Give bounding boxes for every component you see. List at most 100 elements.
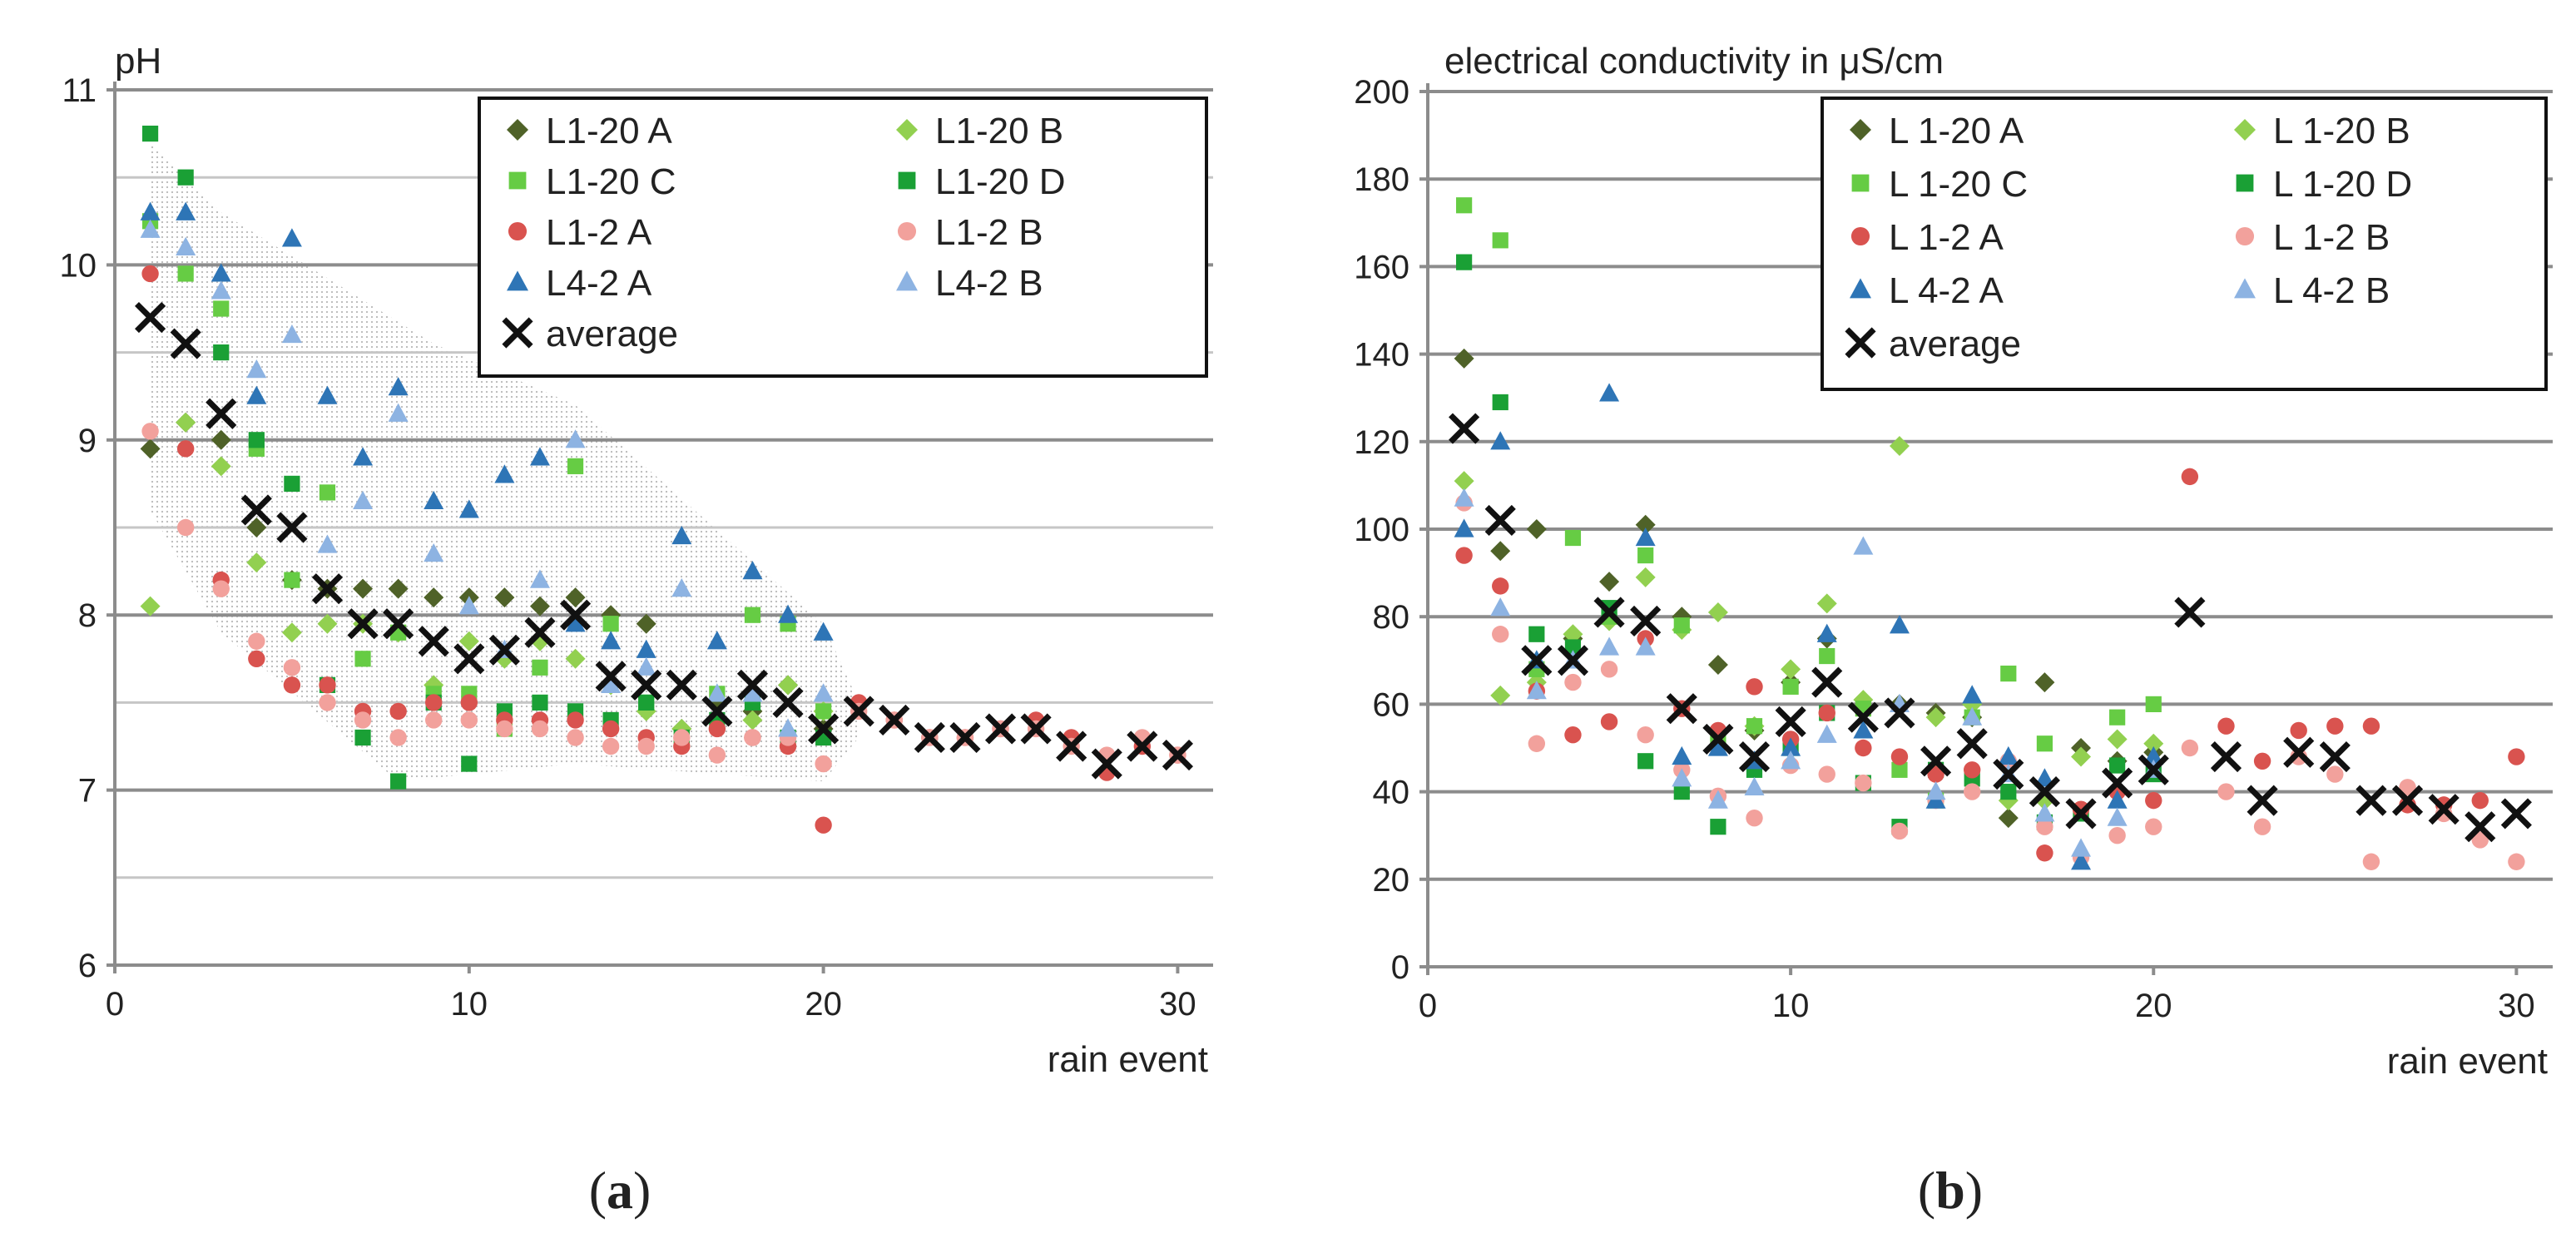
data-point [2109,709,2126,726]
legend-label: average [1889,324,2021,364]
data-point [347,608,379,640]
data-point [1490,597,1511,617]
data-point [1890,748,1909,765]
data-point [1492,577,1509,595]
legend-label: L1-20 C [546,161,676,202]
y-tick-label: 140 [1354,337,1409,374]
legend-marker [1850,278,1871,299]
data-point [2290,721,2307,740]
legend-marker [1850,119,1871,141]
data-point [1707,655,1728,676]
data-point [248,632,265,650]
data-point [383,608,414,640]
data-point [140,201,161,220]
data-point [1819,647,1835,665]
data-point [1492,394,1508,411]
data-point [2034,672,2055,693]
y-tick-label: 160 [1354,249,1409,285]
legend-marker [507,119,528,141]
series-l-1-20-b [1454,436,2164,811]
data-point [140,438,161,459]
data-point [388,377,409,396]
data-point [1449,413,1480,444]
x-tick-label: 20 [805,986,842,1023]
data-point [461,755,478,772]
data-point [1127,731,1158,762]
data-point [1557,645,1589,676]
data-point [671,525,692,545]
data-point [177,265,194,282]
data-point [531,720,549,738]
data-point [211,280,231,300]
data-point [808,713,840,745]
data-point [2071,851,2092,870]
data-point [246,359,267,379]
data-point [140,219,161,238]
data-point [1593,597,1625,628]
data-point [1599,383,1620,402]
data-point [1847,701,1879,733]
data-point [494,587,515,608]
data-point [2071,838,2092,857]
data-point [1020,713,1052,745]
legend-label: L 1-2 B [2273,217,2390,258]
legend-box [1821,97,2548,391]
data-point [1492,232,1508,249]
data-point [601,674,622,693]
data-point [815,755,832,773]
legend-marker [2235,226,2255,246]
data-point [1528,626,1545,642]
data-point [636,656,656,676]
data-point [1454,518,1474,537]
data-point [176,412,196,433]
data-point [389,729,407,746]
y-tick-label: 0 [1391,949,1409,986]
data-point [1818,765,1835,783]
legend-marker [896,270,918,291]
data-point [879,704,910,736]
data-point [1162,739,1193,771]
data-point [2071,746,2092,767]
data-point [211,263,231,282]
data-point [813,622,834,641]
data-point [1925,781,1946,800]
data-point [1091,748,1122,780]
data-point [1564,726,1582,744]
data-point [460,694,478,711]
data-point [1484,504,1516,537]
data-point [772,686,804,718]
caption-paren-close: ) [633,1161,651,1220]
data-point [1707,737,1728,756]
data-point [1526,681,1547,700]
data-point [815,816,832,834]
legend-label: average [546,314,678,354]
data-point [2108,827,2126,844]
x-tick-label: 30 [2498,988,2535,1024]
data-point [1993,758,2024,790]
data-point [567,729,584,746]
data-point [176,518,195,537]
data-point [246,385,267,404]
legend-label: L 1-20 C [1889,164,2028,205]
legend-marker [507,270,528,291]
y-tick-label: 20 [1373,862,1410,899]
data-point [1599,572,1620,592]
data-point [353,490,374,510]
data-point [778,675,799,696]
data-point [211,456,231,477]
data-point [176,201,196,220]
y-tick-label: 60 [1373,686,1410,723]
data-point [1855,739,1872,757]
data-point [2107,807,2128,826]
data-point [1600,713,1618,731]
data-point [1816,623,1837,642]
data-point [2143,733,2164,754]
data-point [1490,685,1511,706]
data-point [1927,765,1944,783]
y-tick-label: 7 [78,773,97,810]
x-tick-label: 30 [1159,986,1196,1023]
data-point [565,613,586,632]
data-point [532,694,548,711]
data-point [2391,785,2424,816]
